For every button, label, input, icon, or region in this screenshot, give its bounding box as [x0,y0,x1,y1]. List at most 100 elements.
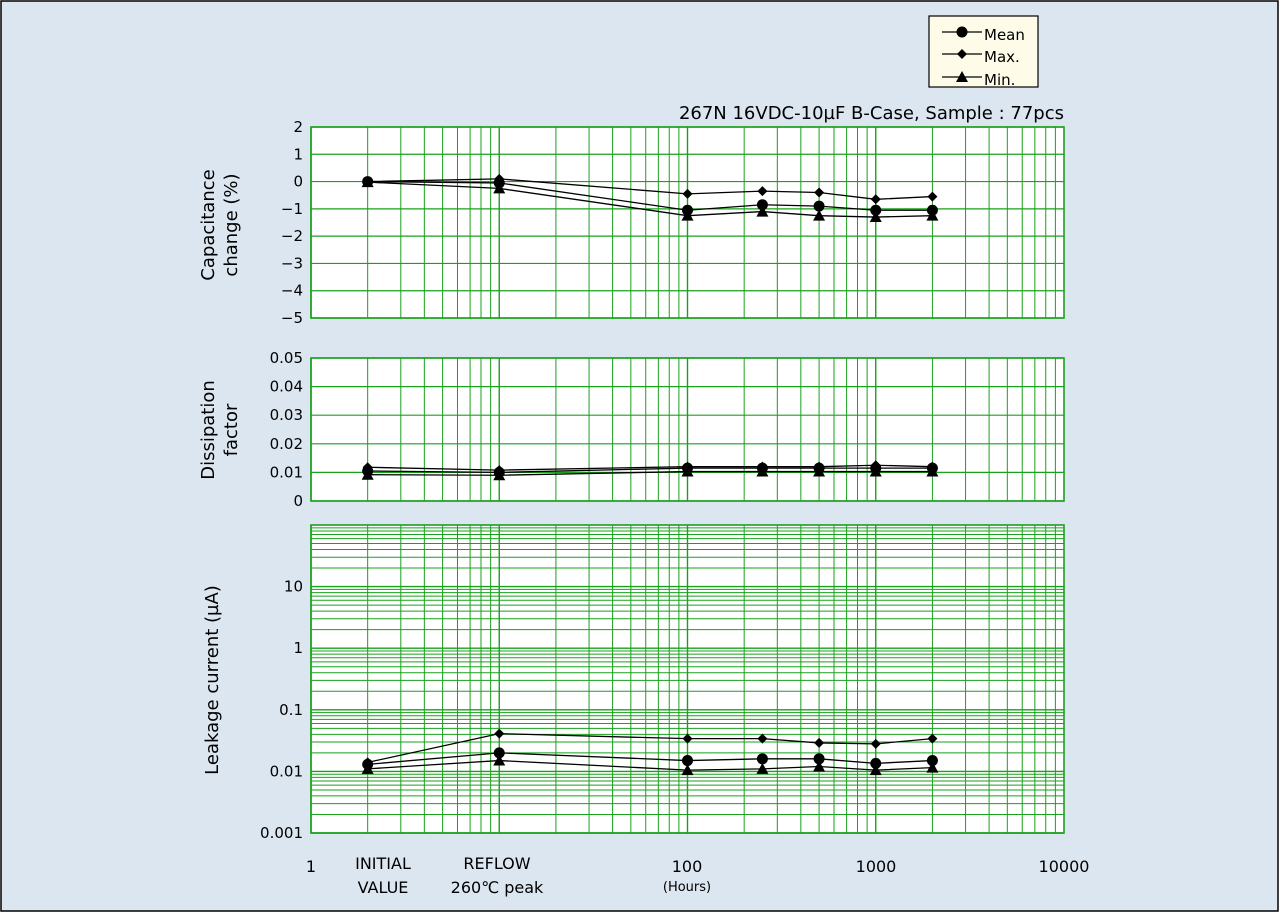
series-min-marker [813,209,826,221]
series-mean-marker [682,755,693,767]
panel-3: 10 1 0.1 0.01 0.001 [260,524,1065,842]
series-min-marker [681,209,694,221]
series-max-marker [927,733,938,744]
y-tick-label: −1 [281,200,303,218]
legend-key-triangle-icon [956,71,968,82]
series-max [362,728,938,768]
series-min-marker [813,465,826,477]
series-min-marker [756,465,769,477]
series-max-marker [757,186,768,197]
y-tick-label: 0 [293,492,303,510]
y-tick-label: 0.05 [270,349,303,367]
legend-label-mean: Mean [984,26,1025,44]
series-max-marker [927,191,938,202]
x-tick-100: 100 [672,857,703,876]
series-mean-marker [926,755,938,767]
series-max-marker [682,188,693,199]
series-max-marker [870,194,881,205]
series-max-marker [362,462,373,473]
x-label-reflow-1: REFLOW [463,854,530,873]
x-tick-1: 1 [306,857,316,876]
y-tick-label: 1 [293,639,303,657]
series-max-marker [814,737,825,748]
y-tick-label: −4 [281,282,303,300]
y-tick-label: −2 [281,227,303,245]
x-label-initial-2: VALUE [358,878,409,897]
y-label-capacitance-2: change (%) [221,173,242,276]
series-mean-marker [756,199,768,211]
legend-keys [942,26,982,82]
series-min [361,754,939,776]
y-tick-label: 0.01 [270,463,303,481]
plot-frame [310,126,1065,319]
plot-panels: 210−1−2−3−4−50.050.040.030.020.0101010.1… [260,118,1065,842]
series-min-marker [869,764,882,776]
series-mean-marker [870,204,882,216]
series-mean [362,747,938,770]
legend-key-diamond-icon [957,49,967,59]
series-mean-marker [813,753,825,765]
y-tick-label: 10 [284,578,303,596]
series-min-marker [756,205,769,217]
series-max [362,173,938,205]
y-tick-label: −5 [281,309,303,327]
series-max-marker [870,738,881,749]
series-mean-marker [756,753,768,765]
panel-2: 0.05 0.04 0.03 0.02 0.01 0 [270,349,1065,510]
series-max-marker [494,728,505,739]
y-label-leakage: Leakage current (µA) [202,585,223,775]
series-min-marker [361,176,374,188]
series-min-marker [493,754,506,766]
series-min-marker [681,465,694,477]
y-tick-label: 0.1 [279,701,303,719]
series-max-marker [757,733,768,744]
series-max-marker [682,733,693,744]
y-tick-label: 0.04 [270,378,303,396]
legend: Mean Max. Min. [928,15,1039,89]
x-axis-labels: 1 100 1000 10000 INITIAL VALUE REFLOW 26… [306,854,1090,897]
series-max-marker [870,460,881,471]
series-min-marker [926,761,939,773]
legend-label-max: Max. [984,48,1020,66]
series-mean-marker [813,200,825,212]
series-max-marker [494,173,505,184]
series-min-marker [869,211,882,223]
y-tick-label: −3 [281,254,303,272]
y-tick-label: 0.01 [270,762,303,780]
series-min-marker [493,182,506,194]
series-min-marker [756,762,769,774]
y-tick-label: 1 [293,145,303,163]
y-tick-label: 0.02 [270,435,303,453]
series-min-marker [493,469,506,481]
y-tick-label: 0 [293,173,303,191]
chart-subtitle: 267N 16VDC-10µF B-Case, Sample : 77pcs [679,103,1064,124]
series-min-marker [869,465,882,477]
x-label-initial-1: INITIAL [355,854,411,873]
series-mean-marker [870,757,882,769]
y-tick-label: 0.001 [260,824,303,842]
legend-box [928,15,1039,88]
y-label-capacitance-1: Capacitance [198,169,219,280]
y-tick-label: 2 [293,118,303,136]
plot-frame [310,524,1065,834]
series-min-marker [361,762,374,774]
y-label-dissipation-2: factor [221,403,242,456]
legend-key-circle-icon [956,26,968,38]
series-min-marker [813,760,826,772]
series-min-marker [361,468,374,480]
series-min [361,465,939,481]
series-min-marker [681,764,694,776]
x-tick-10000: 10000 [1039,857,1090,876]
panel-1: 2 1 0 −1 −2 −3 −4 −5 [281,118,1065,327]
series-mean-marker [493,747,505,759]
series-max-marker [814,187,825,198]
legend-label-min: Min. [984,71,1015,89]
series-min-marker [926,465,939,477]
plot-frame [310,357,1065,502]
x-label-reflow-2: 260℃ peak [451,878,544,897]
series-min [361,176,939,223]
y-label-dissipation-1: Dissipation [198,380,219,480]
x-tick-1000: 1000 [856,857,897,876]
